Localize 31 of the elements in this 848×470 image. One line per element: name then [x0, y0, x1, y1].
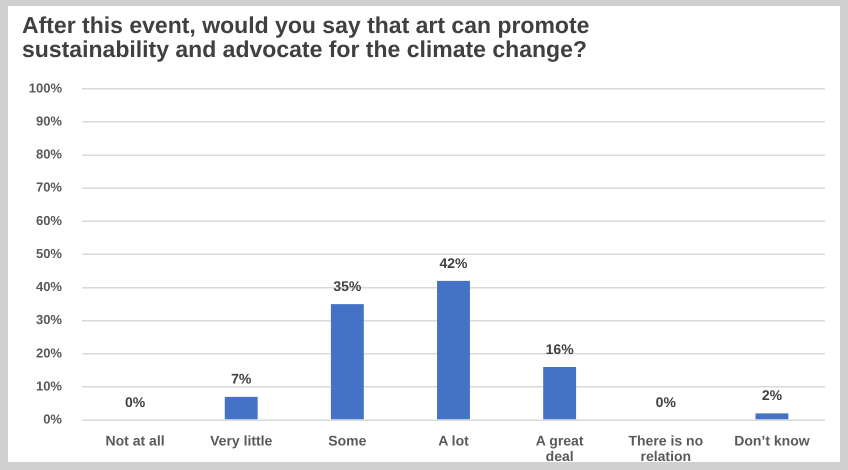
- data-label: 2%: [762, 387, 783, 404]
- data-label: 7%: [231, 370, 252, 387]
- y-tick-label: 40%: [36, 279, 62, 294]
- x-tick-label: A lot: [438, 432, 470, 449]
- x-tick-label: Very little: [210, 432, 273, 449]
- y-tick-label: 90%: [36, 114, 62, 128]
- x-tick-label: Some: [328, 432, 367, 449]
- bar: [755, 413, 788, 420]
- y-tick-label: 100%: [28, 80, 62, 96]
- data-label: 42%: [439, 254, 468, 271]
- y-tick-label: 80%: [36, 146, 62, 162]
- y-tick-label: 30%: [36, 312, 62, 328]
- bar: [330, 304, 364, 420]
- bar: [224, 396, 258, 420]
- bar: [437, 280, 470, 420]
- data-label: 35%: [333, 278, 362, 294]
- y-tick-label: 70%: [36, 180, 62, 195]
- y-tick-label: 20%: [36, 345, 62, 360]
- data-label: 0%: [656, 394, 676, 410]
- bar: [543, 367, 576, 420]
- y-tick-label: 50%: [36, 246, 62, 261]
- y-tick-label: 0%: [43, 412, 62, 427]
- data-label: 0%: [124, 394, 146, 410]
- x-tick-label: Not at all: [106, 432, 165, 449]
- chart-title: After this event, would you say that art can promote sustainability and advocate for the climate change?: [22, 12, 590, 62]
- x-tick-label: There is no relation: [628, 432, 704, 464]
- y-tick-label: 10%: [36, 378, 62, 394]
- data-label: 16%: [546, 340, 574, 357]
- x-tick-label: Don’t know: [734, 432, 810, 449]
- y-tick-label: 60%: [36, 212, 62, 228]
- x-tick-label: A great deal: [536, 432, 584, 464]
